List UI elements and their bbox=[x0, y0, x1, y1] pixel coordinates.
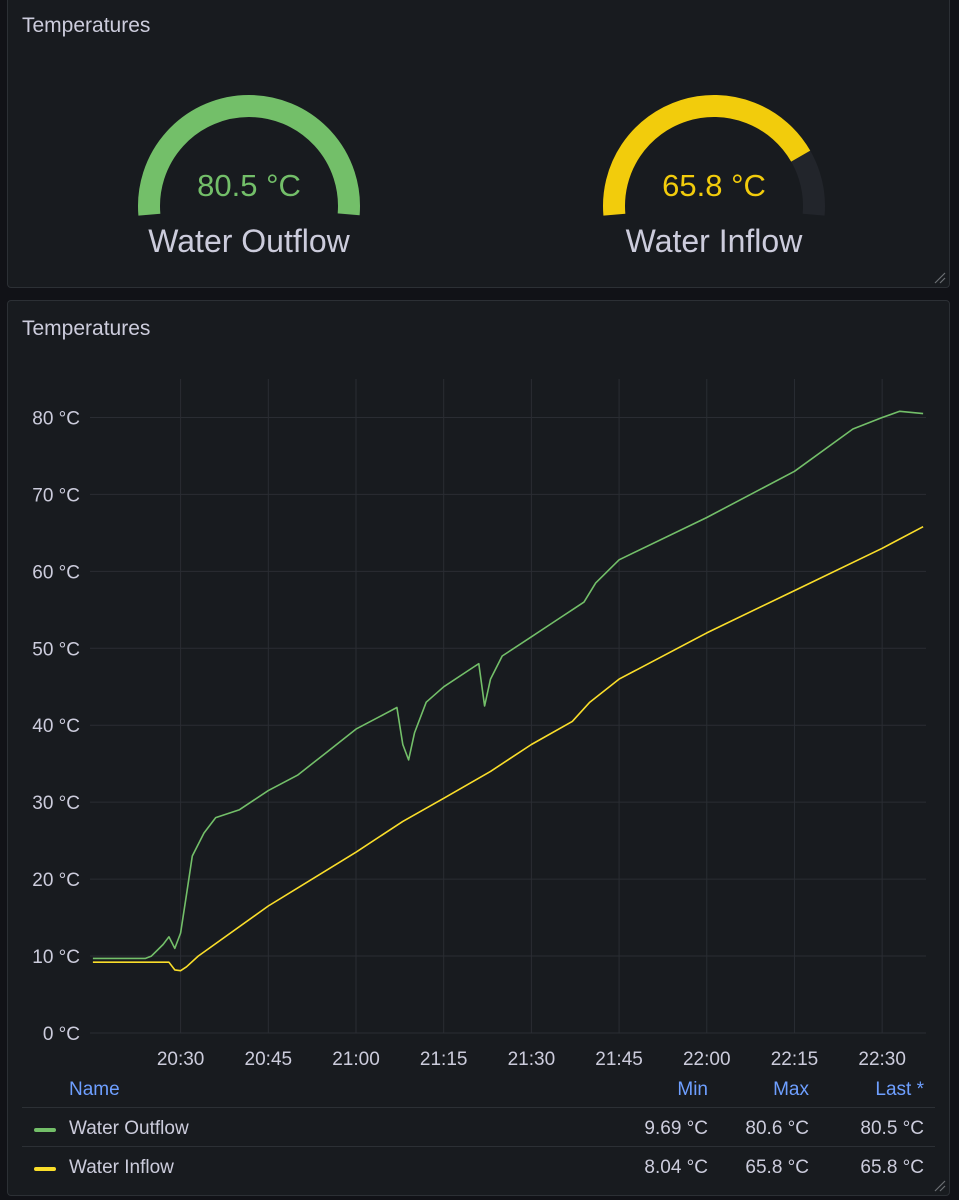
y-tick-label: 0 °C bbox=[43, 1024, 80, 1045]
legend-last-value: 65.8 °C bbox=[860, 1157, 924, 1178]
x-tick-label: 22:15 bbox=[771, 1049, 819, 1070]
outflow-color-swatch bbox=[34, 1128, 56, 1132]
resize-handle-icon[interactable] bbox=[932, 270, 946, 284]
graph-panel-title: Temperatures bbox=[22, 317, 151, 340]
legend-max-value: 65.8 °C bbox=[745, 1157, 809, 1178]
water-inflow-gauge: 65.8 °C Water Inflow bbox=[564, 64, 864, 274]
gauge-panel-title: Temperatures bbox=[22, 14, 151, 37]
series-line-water-outflow[interactable] bbox=[92, 410, 924, 960]
legend-row-water-inflow[interactable]: Water Inflow 8.04 °C 65.8 °C 65.8 °C bbox=[22, 1147, 935, 1185]
legend-min-value: 9.69 °C bbox=[644, 1118, 708, 1139]
legend-last-value: 80.5 °C bbox=[860, 1118, 924, 1139]
time-series-chart[interactable]: 0 °C 10 °C 20 °C 30 °C 40 °C 50 °C 60 °C 70 °C 8… bbox=[8, 301, 949, 1073]
y-tick-label: 30 °C bbox=[32, 793, 80, 814]
y-tick-label: 40 °C bbox=[32, 716, 80, 737]
legend-max-value: 80.6 °C bbox=[745, 1118, 809, 1139]
legend-row-water-outflow[interactable]: Water Outflow 9.69 °C 80.6 °C 80.5 °C bbox=[22, 1108, 935, 1147]
x-tick-label: 20:45 bbox=[245, 1049, 293, 1070]
chart-grid bbox=[90, 379, 926, 1034]
outflow-gauge-value: 80.5 °C bbox=[197, 168, 301, 203]
legend-header-max[interactable]: Max bbox=[773, 1079, 809, 1100]
legend-series-name[interactable]: Water Inflow bbox=[69, 1157, 174, 1178]
legend-header-last[interactable]: Last * bbox=[875, 1079, 924, 1100]
legend-min-value: 8.04 °C bbox=[644, 1157, 708, 1178]
y-tick-label: 70 °C bbox=[32, 485, 80, 506]
gauge-panel: Temperatures 80.5 °C Water Outflow 65.8 … bbox=[7, 0, 950, 288]
x-tick-label: 20:30 bbox=[157, 1049, 205, 1070]
water-outflow-gauge: 80.5 °C Water Outflow bbox=[99, 64, 399, 274]
x-tick-label: 22:30 bbox=[858, 1049, 906, 1070]
outflow-gauge-arc bbox=[138, 95, 360, 216]
resize-handle-icon[interactable] bbox=[932, 1178, 946, 1192]
legend-header-name[interactable]: Name bbox=[69, 1079, 120, 1100]
series-line-water-inflow[interactable] bbox=[92, 525, 924, 972]
inflow-gauge-label: Water Inflow bbox=[625, 223, 803, 259]
inflow-gauge-arc bbox=[603, 95, 825, 216]
legend-header-min[interactable]: Min bbox=[677, 1079, 708, 1100]
outflow-gauge-label: Water Outflow bbox=[148, 223, 350, 259]
gauge-fill bbox=[138, 95, 360, 216]
legend-table: Name Min Max Last * Water Outflow 9.69 °… bbox=[22, 1073, 935, 1185]
gauge-fill bbox=[603, 95, 811, 216]
y-tick-label: 10 °C bbox=[32, 947, 80, 968]
legend-header: Name Min Max Last * bbox=[22, 1073, 935, 1108]
inflow-gauge-value: 65.8 °C bbox=[662, 168, 766, 203]
y-tick-label: 20 °C bbox=[32, 870, 80, 891]
graph-panel: Temperatures 0 °C 10 °C 20 °C 30 °C 40 °C 50 … bbox=[7, 300, 950, 1196]
x-tick-label: 21:45 bbox=[595, 1049, 643, 1070]
y-tick-label: 80 °C bbox=[32, 408, 80, 429]
x-tick-label: 21:30 bbox=[508, 1049, 556, 1070]
y-tick-label: 60 °C bbox=[32, 562, 80, 583]
legend-series-name[interactable]: Water Outflow bbox=[69, 1118, 189, 1139]
inflow-color-swatch bbox=[34, 1167, 56, 1171]
x-tick-label: 21:15 bbox=[420, 1049, 468, 1070]
y-tick-label: 50 °C bbox=[32, 639, 80, 660]
x-tick-label: 22:00 bbox=[683, 1049, 731, 1070]
x-tick-label: 21:00 bbox=[332, 1049, 380, 1070]
